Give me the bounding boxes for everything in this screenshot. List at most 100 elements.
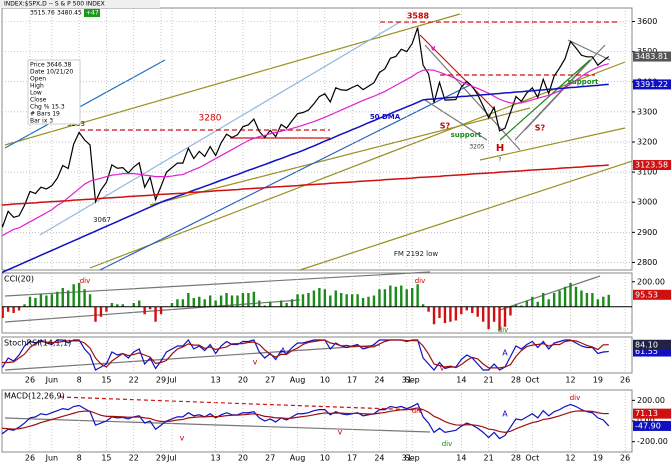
x-tick-label: 17 xyxy=(347,454,357,463)
trend-line xyxy=(424,99,488,141)
x-tick-label: 20 xyxy=(238,454,248,463)
trend-line xyxy=(4,271,431,297)
value-box-label: 3391.22 xyxy=(635,80,668,89)
x-tick-label: Jun xyxy=(45,454,59,463)
annotation: FM 2192 low xyxy=(394,250,439,258)
info-line: Close xyxy=(30,97,47,104)
info-line: Date 10/21/20 xyxy=(30,69,73,76)
x-tick-label: Jul xyxy=(166,454,177,463)
value-box-label: 95.53 xyxy=(635,290,658,299)
panel-title: CCI(20) xyxy=(4,275,34,284)
annotation: 3067 xyxy=(93,216,111,224)
y-tick-label: 3300 xyxy=(637,107,657,116)
trend-line xyxy=(149,107,531,206)
annotation: div xyxy=(498,326,509,334)
value-box xyxy=(633,289,671,300)
annotation: v xyxy=(440,364,445,373)
series-line xyxy=(2,402,610,440)
x-tick-label: 29 xyxy=(156,454,166,463)
annotation: div xyxy=(570,394,581,402)
series-line xyxy=(2,27,610,228)
value-box xyxy=(633,420,671,431)
value-box-label: 61.55 xyxy=(635,347,658,356)
x-tick-label: 31 xyxy=(402,376,412,385)
annotation: 50 DMA xyxy=(370,113,401,121)
x-tick-label: 22 xyxy=(129,454,139,463)
annotation: support xyxy=(451,131,482,139)
annotation: ? xyxy=(498,157,501,164)
trend-line xyxy=(99,84,471,271)
x-tick-label: 8 xyxy=(77,376,82,385)
series-line xyxy=(2,407,609,433)
header-title: INDEX:$SPX,D -- S & P 500 INDEX xyxy=(4,1,105,8)
x-tick-label: 31 xyxy=(402,454,412,463)
annotation: H xyxy=(496,143,504,154)
info-line: High xyxy=(30,83,44,90)
trend-line xyxy=(424,44,521,151)
annotation: A xyxy=(280,347,286,356)
panel-title: StochRSI(14,1,1) xyxy=(4,339,71,348)
value-box-label: 84.10 xyxy=(635,340,658,349)
series-line xyxy=(2,339,609,371)
x-tick-label: 26 xyxy=(25,376,35,385)
x-tick-label: Sep xyxy=(405,454,420,463)
x-tick-label: 15 xyxy=(101,454,111,463)
trend-line xyxy=(39,21,401,236)
change-box xyxy=(84,9,100,17)
annotation: A xyxy=(502,410,508,419)
x-tick-label: Oct xyxy=(525,376,539,385)
x-tick-label: 28 xyxy=(511,376,521,385)
trend-line xyxy=(299,160,632,271)
annotation: div xyxy=(412,407,423,415)
trend-line xyxy=(419,34,496,111)
x-tick-label: 13 xyxy=(211,454,221,463)
plot-area: 358832333067328050 DMAS?supportHS?suppor… xyxy=(2,8,632,452)
x-tick-label: Aug xyxy=(290,376,306,385)
value-box-label: -47.90 xyxy=(635,421,661,430)
panel-title: MACD(12,26,9) xyxy=(4,392,65,401)
x-tick-label: 10 xyxy=(320,376,330,385)
info-box-bg xyxy=(27,59,81,125)
y-tick-label: 2900 xyxy=(637,228,657,237)
x-tick-label: 24 xyxy=(374,454,384,463)
annotation: div xyxy=(415,277,426,285)
x-tick-label: 19 xyxy=(593,454,603,463)
x-tick-label: 20 xyxy=(238,376,248,385)
x-tick-label: Jun xyxy=(45,376,59,385)
annotation: v xyxy=(338,428,343,437)
value-box-label: 71.13 xyxy=(635,409,658,418)
trend-line xyxy=(4,13,461,146)
x-tick-label: 22 xyxy=(129,376,139,385)
value-box-label: 3123.58 xyxy=(635,161,668,170)
y-tick-label: 3600 xyxy=(637,17,657,26)
annotation: support xyxy=(568,78,599,86)
x-tick-label: Sep xyxy=(405,376,420,385)
x-tick-label: Aug xyxy=(290,454,306,463)
x-tick-label: 17 xyxy=(347,376,357,385)
value-box xyxy=(633,339,671,350)
annotation: v xyxy=(180,434,185,443)
trend-line xyxy=(4,59,166,149)
annotation: div xyxy=(442,440,453,448)
x-tick-label: 21 xyxy=(484,376,494,385)
cci-panel xyxy=(1,272,633,334)
trend-line xyxy=(4,344,381,371)
x-tick-label: Oct xyxy=(525,454,539,463)
series-line xyxy=(2,83,609,274)
trend-line xyxy=(89,61,626,269)
trend-line xyxy=(4,417,431,433)
x-tick-label: 24 xyxy=(374,376,384,385)
x-tick-label: 26 xyxy=(620,454,630,463)
x-tick-label: 10 xyxy=(320,454,330,463)
series-line xyxy=(2,339,609,369)
annotation: v xyxy=(430,44,436,53)
value-box xyxy=(633,160,671,171)
axes: 2626JunJun88151522222929JulJul1313202027… xyxy=(4,17,671,463)
header-quote: 3480.45 xyxy=(57,10,82,17)
y-tick-label: 3100 xyxy=(637,168,657,177)
x-tick-label: 15 xyxy=(101,376,111,385)
y-tick-label: 3200 xyxy=(637,138,657,147)
info-line: # Bars 19 xyxy=(30,111,60,118)
y-tick-label: 2800 xyxy=(637,258,657,267)
